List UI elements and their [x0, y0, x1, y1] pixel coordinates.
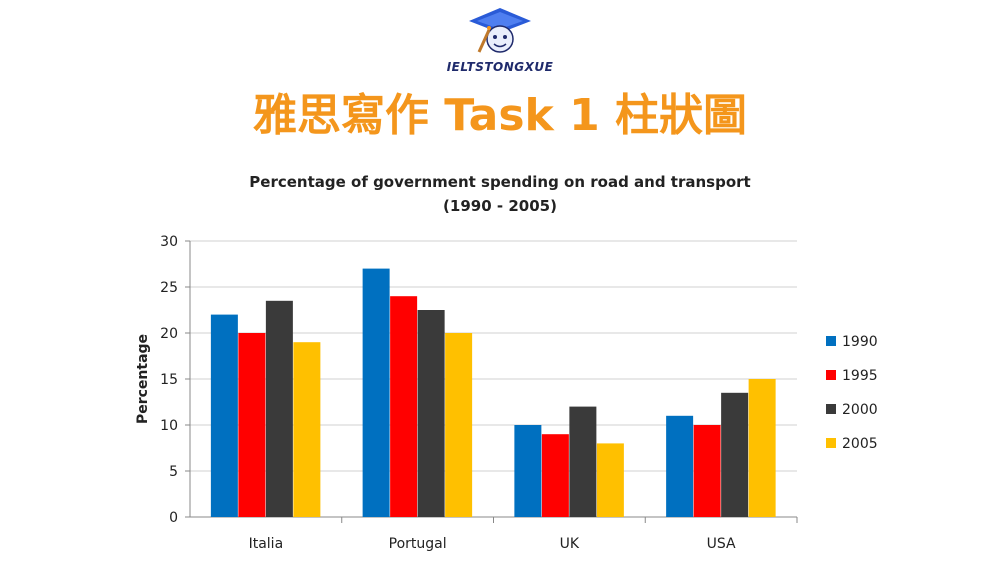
x-tick-label: USA [707, 536, 736, 552]
bar-uk-1995 [541, 434, 569, 517]
brand-name: IELTSTONGXUE [446, 60, 554, 74]
bar-uk-2000 [569, 406, 597, 517]
y-tick-label: 10 [160, 418, 178, 434]
bars [210, 268, 776, 517]
bar-portugal-2005 [445, 333, 473, 517]
y-tick-label: 5 [169, 464, 178, 480]
y-tick-label: 30 [160, 234, 178, 250]
bar-usa-1990 [666, 415, 694, 517]
bar-uk-1990 [514, 425, 542, 517]
chart-subtitle: (1990 - 2005) [443, 197, 557, 215]
bar-italia-2000 [265, 300, 293, 517]
legend-swatch-1995 [826, 370, 836, 380]
bar-portugal-1990 [362, 268, 390, 517]
bar-italia-1995 [238, 333, 266, 517]
legend-label-1990: 1990 [842, 334, 878, 350]
y-tick-label: 0 [169, 510, 178, 526]
y-tick-label: 25 [160, 280, 178, 296]
legend-label-1995: 1995 [842, 368, 878, 384]
chart-title-block: Percentage of government spending on roa… [0, 170, 1000, 218]
bar-portugal-2000 [417, 310, 445, 517]
bar-italia-2005 [293, 342, 321, 517]
bar-portugal-1995 [390, 296, 418, 517]
bar-usa-1995 [693, 425, 721, 517]
legend-swatch-2000 [826, 404, 836, 414]
bar-usa-2000 [721, 392, 749, 517]
logo: IELTSTONGXUE [0, 6, 1000, 74]
legend: 1990 1995 2000 2005 [826, 334, 878, 452]
legend-swatch-1990 [826, 336, 836, 346]
bar-italia-1990 [210, 314, 238, 517]
y-tick-label: 20 [160, 326, 178, 342]
legend-swatch-2005 [826, 438, 836, 448]
bar-usa-2005 [748, 379, 776, 517]
axis-labels: 0 5 10 15 20 25 30 Percentage Italia Portugal UK US… [135, 234, 736, 552]
graduation-cap-mascot-icon [469, 8, 531, 53]
chart-title: Percentage of government spending on roa… [249, 173, 751, 191]
x-tick-label: UK [560, 536, 580, 552]
legend-label-2005: 2005 [842, 436, 878, 452]
bar-uk-2005 [596, 443, 624, 517]
x-tick-label: Italia [249, 536, 284, 552]
y-tick-label: 15 [160, 372, 178, 388]
legend-label-2000: 2000 [842, 402, 878, 418]
page-title: 雅思寫作 Task 1 柱狀圖 [252, 90, 748, 141]
x-tick-label: Portugal [389, 536, 447, 552]
y-axis-label: Percentage [135, 334, 151, 424]
